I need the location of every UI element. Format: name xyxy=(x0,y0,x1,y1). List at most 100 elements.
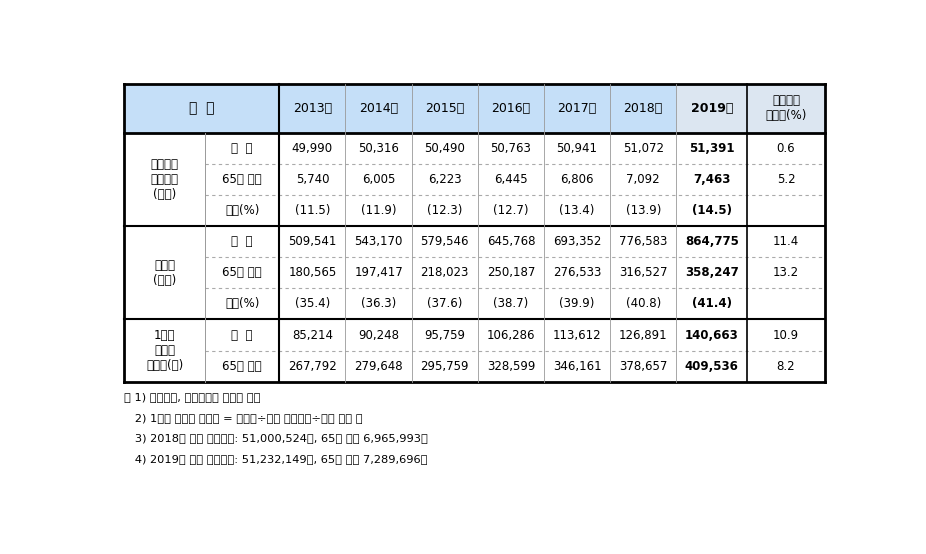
Bar xyxy=(412,84,478,132)
Bar xyxy=(676,164,747,195)
Bar xyxy=(610,164,676,195)
Text: (38.7): (38.7) xyxy=(494,297,529,310)
Bar xyxy=(747,84,825,132)
Text: 2016년: 2016년 xyxy=(492,101,531,115)
Text: 2014년: 2014년 xyxy=(359,101,398,115)
Bar xyxy=(478,257,544,288)
Bar xyxy=(412,257,478,288)
Text: 1인당
월평균
진료비(원): 1인당 월평균 진료비(원) xyxy=(146,329,183,372)
Bar xyxy=(412,351,478,382)
Text: 전년대비
증감률(%): 전년대비 증감률(%) xyxy=(766,94,807,122)
Text: 328,599: 328,599 xyxy=(487,360,535,373)
Bar xyxy=(280,351,345,382)
Text: 7,092: 7,092 xyxy=(626,173,660,186)
Text: 6,223: 6,223 xyxy=(428,173,461,186)
Bar xyxy=(345,84,412,132)
Text: 279,648: 279,648 xyxy=(355,360,403,373)
Text: 267,792: 267,792 xyxy=(288,360,337,373)
Text: 776,583: 776,583 xyxy=(619,235,668,248)
Text: 8.2: 8.2 xyxy=(777,360,795,373)
Bar xyxy=(544,288,610,320)
Text: (35.4): (35.4) xyxy=(294,297,330,310)
Bar xyxy=(676,351,747,382)
Bar xyxy=(124,84,825,382)
Text: 579,546: 579,546 xyxy=(420,235,469,248)
Bar xyxy=(205,132,280,164)
Bar xyxy=(478,320,544,351)
Bar xyxy=(205,195,280,226)
Bar xyxy=(747,288,825,320)
Bar xyxy=(610,288,676,320)
Bar xyxy=(478,351,544,382)
Bar xyxy=(280,84,345,132)
Text: 106,286: 106,286 xyxy=(487,329,535,341)
Bar xyxy=(747,195,825,226)
Text: (13.4): (13.4) xyxy=(559,204,594,217)
Bar xyxy=(544,226,610,257)
Bar xyxy=(676,288,747,320)
Bar xyxy=(544,132,610,164)
Text: (40.8): (40.8) xyxy=(626,297,661,310)
Text: 65세 이상: 65세 이상 xyxy=(222,266,262,279)
Bar xyxy=(280,164,345,195)
Bar xyxy=(676,195,747,226)
Text: 주 1) 지급기준, 적용인구는 연도말 기준: 주 1) 지급기준, 적용인구는 연도말 기준 xyxy=(124,392,261,402)
Text: 180,565: 180,565 xyxy=(288,266,336,279)
Bar xyxy=(544,320,610,351)
Text: 2019년: 2019년 xyxy=(691,101,733,115)
Bar xyxy=(544,351,610,382)
Bar xyxy=(610,132,676,164)
Text: 10.9: 10.9 xyxy=(773,329,799,341)
Text: 51,391: 51,391 xyxy=(689,142,734,155)
Text: 218,023: 218,023 xyxy=(420,266,469,279)
Bar xyxy=(544,164,610,195)
Text: 140,663: 140,663 xyxy=(685,329,739,341)
Text: 197,417: 197,417 xyxy=(354,266,403,279)
Text: 51,072: 51,072 xyxy=(622,142,664,155)
Text: 전  체: 전 체 xyxy=(232,142,253,155)
Text: 95,759: 95,759 xyxy=(424,329,465,341)
Bar xyxy=(610,320,676,351)
Bar xyxy=(412,132,478,164)
Bar xyxy=(345,288,412,320)
Text: (14.5): (14.5) xyxy=(692,204,732,217)
Bar xyxy=(412,320,478,351)
Bar xyxy=(676,132,747,164)
Bar xyxy=(124,84,280,132)
Text: 50,763: 50,763 xyxy=(491,142,532,155)
Text: 864,775: 864,775 xyxy=(685,235,739,248)
Text: 358,247: 358,247 xyxy=(685,266,739,279)
Text: 295,759: 295,759 xyxy=(420,360,469,373)
Bar xyxy=(747,257,825,288)
Bar xyxy=(280,195,345,226)
Bar xyxy=(345,257,412,288)
Bar xyxy=(412,226,478,257)
Text: 409,536: 409,536 xyxy=(685,360,739,373)
Text: (41.4): (41.4) xyxy=(692,297,732,310)
Bar xyxy=(280,288,345,320)
Text: 전  체: 전 체 xyxy=(232,329,253,341)
Text: 5.2: 5.2 xyxy=(777,173,795,186)
Text: 2013년: 2013년 xyxy=(293,101,332,115)
Text: (13.9): (13.9) xyxy=(626,204,661,217)
Text: 6,806: 6,806 xyxy=(560,173,594,186)
Bar xyxy=(676,320,747,351)
Bar xyxy=(412,288,478,320)
Text: 316,527: 316,527 xyxy=(619,266,668,279)
Text: 65세 이상: 65세 이상 xyxy=(222,360,262,373)
Text: 276,533: 276,533 xyxy=(553,266,601,279)
Text: (11.5): (11.5) xyxy=(294,204,330,217)
Bar xyxy=(747,164,825,195)
Text: 7,463: 7,463 xyxy=(694,173,731,186)
Bar xyxy=(610,226,676,257)
Bar xyxy=(747,132,825,164)
Bar xyxy=(412,164,478,195)
Bar xyxy=(280,257,345,288)
Text: 2015년: 2015년 xyxy=(425,101,464,115)
Text: (39.9): (39.9) xyxy=(559,297,594,310)
Bar xyxy=(478,226,544,257)
Text: 비율(%): 비율(%) xyxy=(225,204,259,217)
Bar xyxy=(478,195,544,226)
Bar xyxy=(610,257,676,288)
Text: 6,445: 6,445 xyxy=(494,173,528,186)
